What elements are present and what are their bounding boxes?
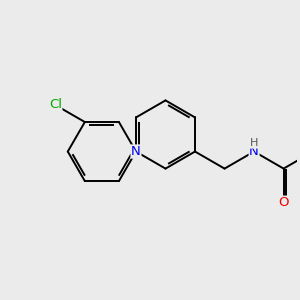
Text: O: O	[278, 196, 289, 209]
Text: Cl: Cl	[49, 98, 62, 112]
Text: N: N	[249, 145, 259, 158]
Text: H: H	[250, 138, 258, 148]
Text: N: N	[131, 145, 141, 158]
